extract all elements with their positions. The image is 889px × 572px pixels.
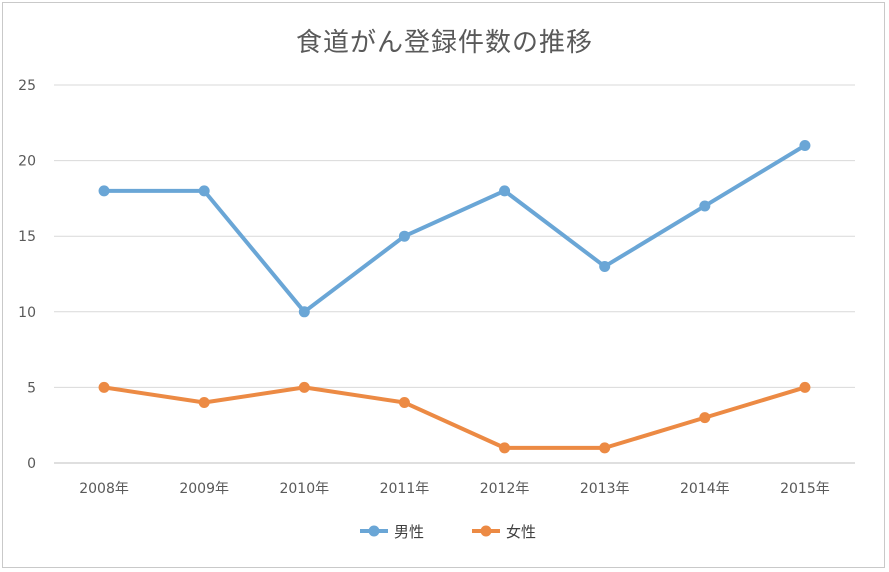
data-point <box>98 185 110 197</box>
data-point <box>298 381 310 393</box>
legend-label: 男性 <box>394 523 424 541</box>
y-tick-label: 20 <box>18 154 36 170</box>
data-point <box>198 397 210 409</box>
series-line-0 <box>102 143 807 314</box>
data-point <box>398 230 410 242</box>
x-axis-ticks: 2008年 2009年 2010年 2011年 2012年 2013年 2014年 2015年 <box>79 481 830 497</box>
legend-item-1: 女性 <box>472 523 536 541</box>
gridlines <box>54 84 855 464</box>
x-tick-label: 2010年 <box>279 481 329 497</box>
x-tick-label: 2013年 <box>580 481 630 497</box>
data-point <box>499 185 511 197</box>
data-point <box>98 381 110 393</box>
x-tick-label: 2008年 <box>79 481 129 497</box>
y-tick-label: 5 <box>27 380 36 396</box>
data-point <box>198 185 210 197</box>
y-tick-label: 25 <box>18 78 36 94</box>
data-point <box>699 200 711 212</box>
chart-title: 食道がん登録件数の推移 <box>295 28 593 58</box>
legend-swatch-marker <box>368 525 380 537</box>
x-tick-label: 2009年 <box>179 481 229 497</box>
data-point <box>799 381 811 393</box>
data-point <box>499 442 511 454</box>
y-tick-label: 0 <box>27 456 36 472</box>
x-tick-label: 2014年 <box>680 481 730 497</box>
data-point <box>298 306 310 318</box>
legend: 男性 女性 <box>360 523 536 541</box>
x-tick-label: 2015年 <box>780 481 830 497</box>
legend-item-0: 男性 <box>360 523 424 541</box>
x-tick-label: 2011年 <box>380 481 430 497</box>
data-point <box>599 442 611 454</box>
data-point <box>799 139 811 151</box>
y-axis-ticks: 0 5 10 15 20 25 <box>18 78 36 472</box>
series-lines <box>98 139 811 454</box>
legend-label: 女性 <box>506 523 536 541</box>
y-tick-label: 15 <box>18 229 36 245</box>
data-point <box>398 397 410 409</box>
y-tick-label: 10 <box>18 305 36 321</box>
x-tick-label: 2012年 <box>480 481 530 497</box>
data-point <box>699 412 711 424</box>
data-point <box>599 260 611 272</box>
legend-swatch-marker <box>480 525 492 537</box>
series-line-1 <box>102 385 807 450</box>
